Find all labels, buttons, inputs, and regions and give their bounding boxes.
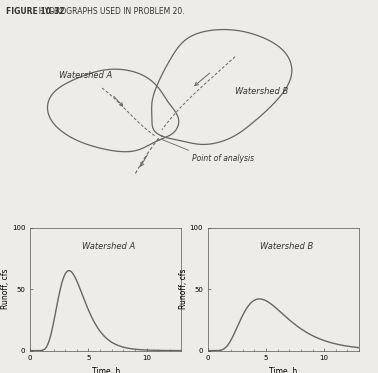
Text: FIGURE 10-32: FIGURE 10-32	[6, 7, 64, 16]
Text: Watershed A: Watershed A	[59, 70, 112, 79]
X-axis label: Time, h: Time, h	[270, 367, 297, 373]
Y-axis label: Runoff, cfs: Runoff, cfs	[2, 269, 11, 309]
Y-axis label: Runoff, cfs: Runoff, cfs	[179, 269, 188, 309]
Text: HYDROGRAPHS USED IN PROBLEM 20.: HYDROGRAPHS USED IN PROBLEM 20.	[34, 7, 184, 16]
Text: Watershed B: Watershed B	[260, 242, 313, 251]
Text: Watershed A: Watershed A	[82, 242, 135, 251]
Text: Point of analysis: Point of analysis	[161, 139, 254, 163]
X-axis label: Time, h: Time, h	[92, 367, 120, 373]
Text: Watershed B: Watershed B	[235, 87, 288, 96]
